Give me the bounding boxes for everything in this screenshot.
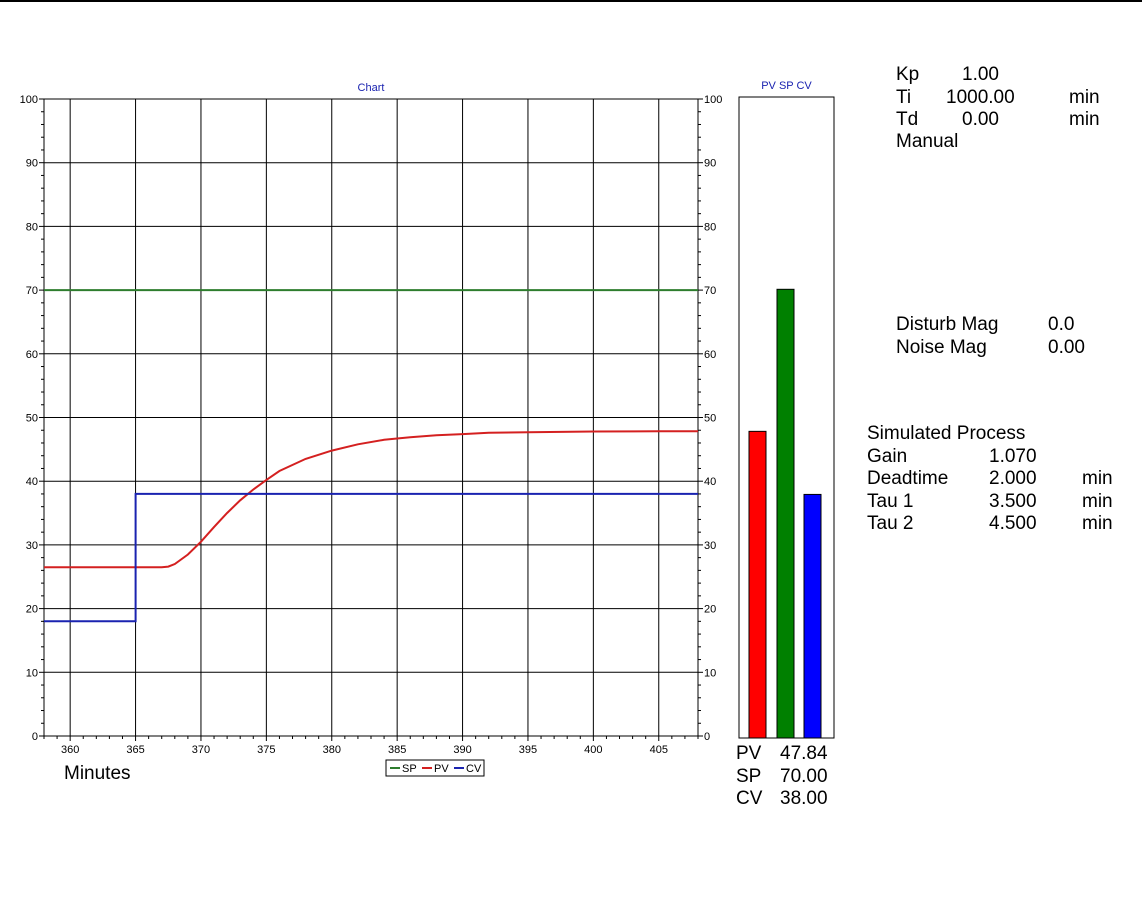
bar-panel-title: PV SP CV [761,80,812,92]
legend-label-sp: SP [402,763,417,775]
legend-box [385,759,485,777]
bar-sp [776,288,795,739]
y-tick-label-left: 40 [26,476,38,488]
y-tick-label-left: 90 [26,158,38,170]
y-tick-label-right: 70 [704,285,716,297]
tau2-value: 4.500 [989,513,1037,534]
x-tick-label: 380 [323,744,341,756]
disturb-mag-value: 0.0 [1048,314,1075,335]
x-tick-label: 385 [388,744,406,756]
chart-title: Chart [358,82,385,94]
td-label: Td [896,109,919,130]
y-tick-label-right: 30 [704,540,716,552]
sp-readout-label: SP [736,766,762,787]
cv-readout-label: CV [736,788,763,809]
series-line-pv [44,430,698,569]
y-tick-label-left: 50 [26,413,38,425]
y-tick-label-left: 0 [32,731,38,743]
process-title: Simulated Process [867,423,1026,444]
y-tick-label-left: 30 [26,540,38,552]
noise-mag-label: Noise Mag [896,337,987,358]
deadtime-value: 2.000 [989,468,1037,489]
x-axis-label: Minutes [64,763,131,784]
x-tick-label: 360 [61,744,79,756]
top-border [0,0,1142,2]
tau1-unit: min [1082,491,1113,512]
y-tick-label-right: 100 [704,94,722,106]
ti-unit: min [1069,87,1100,108]
deadtime-label: Deadtime [867,468,949,489]
legend-label-pv: PV [434,763,449,775]
x-tick-label: 405 [650,744,668,756]
series-line-cv [44,492,698,623]
tau2-label: Tau 2 [867,513,914,534]
y-tick-label-left: 10 [26,667,38,679]
ti-value: 1000.00 [946,87,1015,108]
disturb-mag-label: Disturb Mag [896,314,999,335]
y-tick-label-right: 10 [704,667,716,679]
y-tick-label-right: 40 [704,476,716,488]
ti-label: Ti [896,87,912,108]
y-tick-label-left: 80 [26,221,38,233]
tau1-value: 3.500 [989,491,1037,512]
y-tick-label-left: 70 [26,285,38,297]
x-tick-label: 370 [192,744,210,756]
td-unit: min [1069,109,1100,130]
y-tick-label-right: 90 [704,158,716,170]
y-tick-label-left: 100 [20,94,38,106]
deadtime-unit: min [1082,468,1113,489]
y-tick-label-left: 20 [26,604,38,616]
y-tick-label-right: 50 [704,413,716,425]
td-value: 0.00 [962,109,999,130]
y-tick-label-right: 60 [704,349,716,361]
pv-readout-value: 47.84 [780,743,828,764]
x-tick-label: 365 [126,744,144,756]
x-tick-label: 390 [453,744,471,756]
bar-pv [748,430,767,739]
tau1-label: Tau 1 [867,491,914,512]
x-tick-label: 395 [519,744,537,756]
bar-cv [803,493,822,739]
legend-label-cv: CV [466,763,482,775]
mode-label: Manual [896,131,959,152]
gain-label: Gain [867,446,908,467]
tau2-unit: min [1082,513,1113,534]
y-tick-label-right: 80 [704,221,716,233]
gain-value: 1.070 [989,446,1037,467]
kp-label: Kp [896,64,920,85]
sp-readout-value: 70.00 [780,766,828,787]
cv-readout-value: 38.00 [780,788,828,809]
x-tick-label: 375 [257,744,275,756]
x-tick-label: 400 [584,744,602,756]
kp-value: 1.00 [962,64,999,85]
noise-mag-value: 0.00 [1048,337,1085,358]
pv-readout-label: PV [736,743,762,764]
y-tick-label-left: 60 [26,349,38,361]
y-tick-label-right: 0 [704,731,710,743]
y-tick-label-right: 20 [704,604,716,616]
